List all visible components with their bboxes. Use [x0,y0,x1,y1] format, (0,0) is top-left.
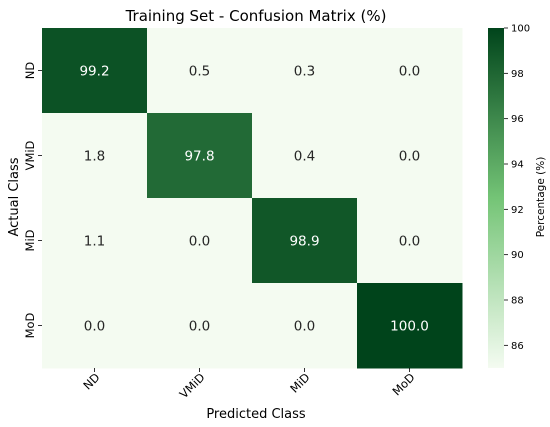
cell-value-label: 99.2 [79,64,109,80]
y-tick-label: MoD [23,312,37,338]
y-tick-label: VMiD [23,140,37,170]
colorbar-tick-label: 98 [511,69,524,80]
cell-value-label: 0.4 [294,149,315,165]
heatmap-cell [252,198,358,284]
colorbar: 86 88 90 92 94 96 98 100 [488,24,530,368]
colorbar-tick-label: 88 [511,296,524,307]
cell-value-label: 0.3 [294,64,315,80]
heatmap-cell [42,283,148,369]
heatmap-cell [357,198,463,284]
x-tick-label: ND [80,370,102,392]
x-tick-label: MoD [389,370,417,398]
heatmap-cell [42,113,148,199]
cell-value-label: 0.5 [189,64,210,80]
heatmap-cells: 99.2 0.5 0.3 0.0 1.8 97.8 0.4 0.0 1.1 0.0 98.9 0.0 0… [42,28,463,369]
cell-value-label: 98.9 [289,234,319,250]
cell-value-label: 0.0 [294,319,315,335]
heatmap-cell [147,198,253,284]
heatmap-cell [357,283,463,369]
cell-value-label: 0.0 [189,234,210,250]
heatmap-cell [357,113,463,199]
colorbar-tick-label: 86 [511,341,524,352]
heatmap-cell [42,198,148,284]
chart-title: Training Set - Confusion Matrix (%) [125,7,387,25]
cell-value-label: 97.8 [184,149,214,165]
x-tick-label: MiD [287,370,313,396]
cell-value-label: 0.0 [399,149,420,165]
colorbar-tick-label: 94 [511,160,524,171]
cell-value-label: 0.0 [399,64,420,80]
x-axis-label: Predicted Class [206,407,306,422]
heatmap-cell [42,28,148,114]
cell-value-label: 1.8 [84,149,105,165]
y-tick-label: ND [23,62,37,80]
colorbar-tick-label: 90 [511,250,524,261]
colorbar-tick-label: 100 [511,24,530,35]
y-tick-label: MiD [23,229,37,251]
colorbar-bar [488,28,504,368]
heatmap-cell [252,28,358,114]
cell-value-label: 100.0 [390,319,429,335]
cell-value-label: 0.0 [399,234,420,250]
heatmap-cell [147,28,253,114]
colorbar-label: Percentage (%) [535,157,547,238]
cell-value-label: 0.0 [84,319,105,335]
cell-value-label: 1.1 [84,234,105,250]
colorbar-tick-label: 96 [511,114,524,125]
colorbar-tick-label: 92 [511,205,524,216]
cell-value-label: 0.0 [189,319,210,335]
y-tick-labels: ND VMiD MiD MoD [23,62,42,338]
heatmap-cell [357,28,463,114]
heatmap-cell [252,113,358,199]
y-axis-label: Actual Class [7,157,22,236]
x-tick-labels: ND VMiD MiD MoD [80,368,418,401]
heatmap-cell [147,113,253,199]
heatmap-cell [147,283,253,369]
heatmap-cell [252,283,358,369]
x-tick-label: VMiD [177,370,208,401]
